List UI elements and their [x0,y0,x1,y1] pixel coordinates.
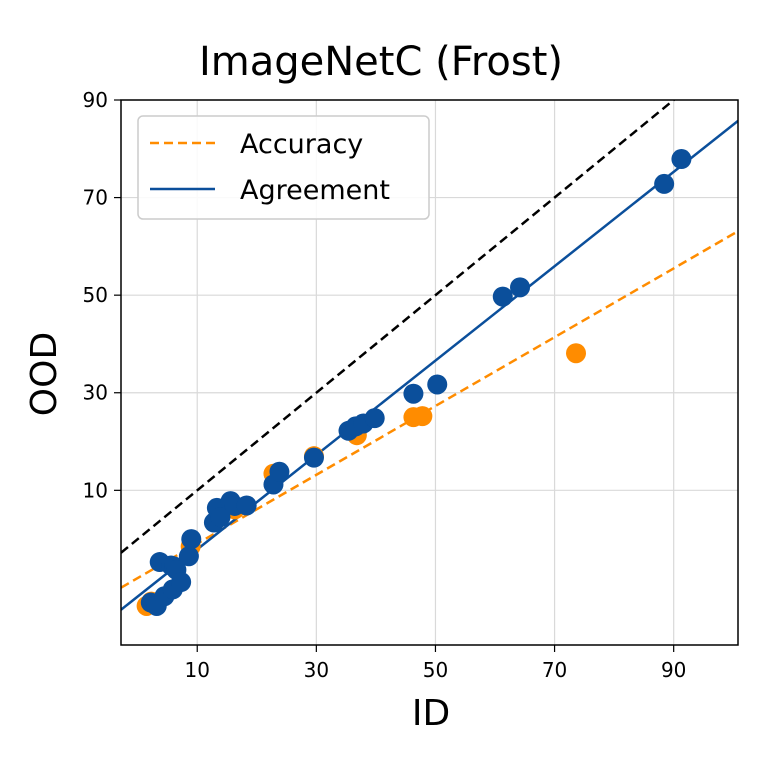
x-tick-label: 50 [423,658,448,682]
y-tick-label: 30 [83,381,108,405]
point-agreement [210,507,231,528]
x-tick-label: 70 [542,658,567,682]
y-tick-label: 50 [83,283,108,307]
x-tick-label: 30 [304,658,329,682]
point-agreement [364,408,385,429]
point-agreement [181,529,202,550]
plot-frame [120,99,739,646]
chart-title: ImageNetC (Frost) [199,39,563,85]
y-axis-label: OOD [24,332,65,416]
point-agreement [427,374,448,395]
legend-label-agreement: Agreement [240,175,390,206]
x-axis-label: ID [412,693,450,734]
y-tick-label: 90 [83,88,108,112]
x-tick-label: 10 [185,658,210,682]
reference-line [121,100,676,554]
point-agreement [403,383,424,404]
ticks: 10 30 50 70 90 10 30 50 70 90 [83,88,687,682]
y-tick-label: 10 [83,478,108,502]
point-agreement [269,461,290,482]
legend: Accuracy Agreement [137,115,430,220]
point-agreement [236,495,257,516]
legend-label-accuracy: Accuracy [240,129,363,160]
fit-line-agreement [121,119,738,611]
point-agreement [492,286,513,307]
reference-diagonal [121,100,676,554]
y-tick-label: 70 [83,186,108,210]
point-agreement [171,572,192,593]
point-agreement [303,447,324,468]
point-accuracy [566,343,587,364]
data-points [136,149,692,616]
point-agreement [671,149,692,170]
point-agreement [178,546,199,567]
point-accuracy [412,406,433,427]
point-agreement [510,277,531,298]
point-agreement [654,173,675,194]
x-tick-label: 90 [661,658,686,682]
